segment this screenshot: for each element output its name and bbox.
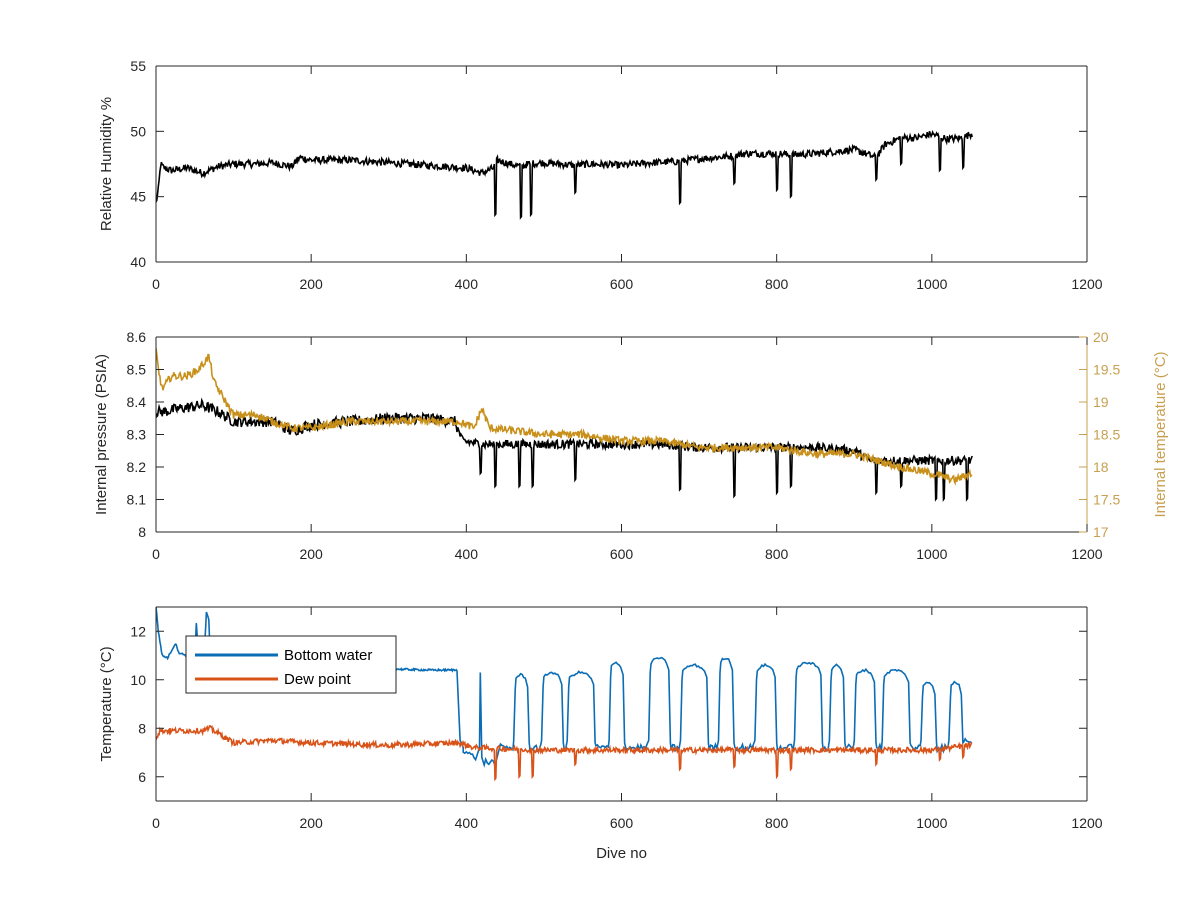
x-tick-label: 200 [299,276,323,292]
y-tick-label-right: 17.5 [1093,492,1120,508]
x-tick-label: 800 [765,815,789,831]
x-tick-label: 1200 [1071,815,1102,831]
legend-label: Dew point [284,671,352,688]
y-tick-label: 8.6 [127,329,147,345]
series-line-internal-pressure [156,397,973,502]
x-tick-label: 200 [299,815,323,831]
pressure-panel: 0 200 400 600 800 1000 1200 8 8.1 8.2 8.3 8.4 8.5 8.6… [93,329,1169,562]
y-axis-title-right: Internal temperature (°C) [1152,351,1169,517]
y-tick-label-right: 19.5 [1093,362,1120,378]
series-line-dew-point [156,724,973,782]
y-tick-label: 8.3 [127,427,147,443]
x-tick-label: 1200 [1071,276,1102,292]
x-tick-label: 400 [455,815,479,831]
x-tick-label: 0 [152,276,160,292]
y-axis-title: Relative Humidity % [98,97,115,231]
y-axis-title: Temperature (°C) [98,646,115,761]
y-tick-label: 8 [138,720,146,736]
y-tick-label: 8 [138,524,146,540]
x-tick-label: 1000 [916,546,947,562]
humidity-panel: 0 200 400 600 800 1000 1200 40 45 50 55 Relative Hu… [98,58,1103,292]
x-tick-label: 800 [765,276,789,292]
y-tick-label: 6 [138,769,146,785]
series-line-relative-humidity [156,129,973,220]
legend-label: Bottom water [284,647,372,664]
legend-box [185,635,397,694]
x-tick-label: 800 [765,546,789,562]
y-tick-label: 8.1 [127,492,147,508]
legend: Bottom water Dew point [185,635,397,694]
y-tick-label: 8.4 [127,394,147,410]
y-tick-label: 8.2 [127,459,147,475]
x-tick-label: 600 [610,276,634,292]
x-tick-label: 600 [610,546,634,562]
y-tick-label-right: 18 [1093,459,1109,475]
y-tick-label: 50 [130,123,146,139]
x-tick-label: 1000 [916,815,947,831]
x-tick-label: 400 [455,546,479,562]
y-tick-label-right: 18.5 [1093,427,1120,443]
y-tick-label: 10 [130,672,146,688]
x-tick-label: 1200 [1071,546,1102,562]
y-tick-label-right: 20 [1093,329,1109,345]
x-tick-label: 0 [152,815,160,831]
y-tick-label: 8.5 [127,362,147,378]
y-tick-label: 55 [130,58,146,74]
y-tick-label: 45 [130,189,146,205]
x-tick-label: 600 [610,815,634,831]
x-tick-label: 200 [299,546,323,562]
plot-area [156,129,973,220]
temperature-panel: 0 200 400 600 800 1000 1200 6 8 10 12 Temperature (… [98,606,1103,862]
series-line-internal-temperature [156,348,973,486]
x-axis-title: Dive no [596,845,647,862]
axes: 0 200 400 600 800 1000 1200 6 8 10 12 Temperature (… [98,606,1103,862]
y-tick-label-right: 17 [1093,524,1109,540]
plot-area [156,348,973,502]
axes: 0 200 400 600 800 1000 1200 8 8.1 8.2 8.3 8.4 8.5 8.6… [93,329,1169,562]
axes: 0 200 400 600 800 1000 1200 40 45 50 55 Relative Hu… [98,58,1103,292]
y-tick-label: 40 [130,254,146,270]
x-tick-label: 0 [152,546,160,562]
x-tick-label: 400 [455,276,479,292]
y-tick-label-right: 19 [1093,394,1109,410]
y-tick-label: 12 [130,623,146,639]
y-axis-title: Internal pressure (PSIA) [93,354,110,515]
x-tick-label: 1000 [916,276,947,292]
